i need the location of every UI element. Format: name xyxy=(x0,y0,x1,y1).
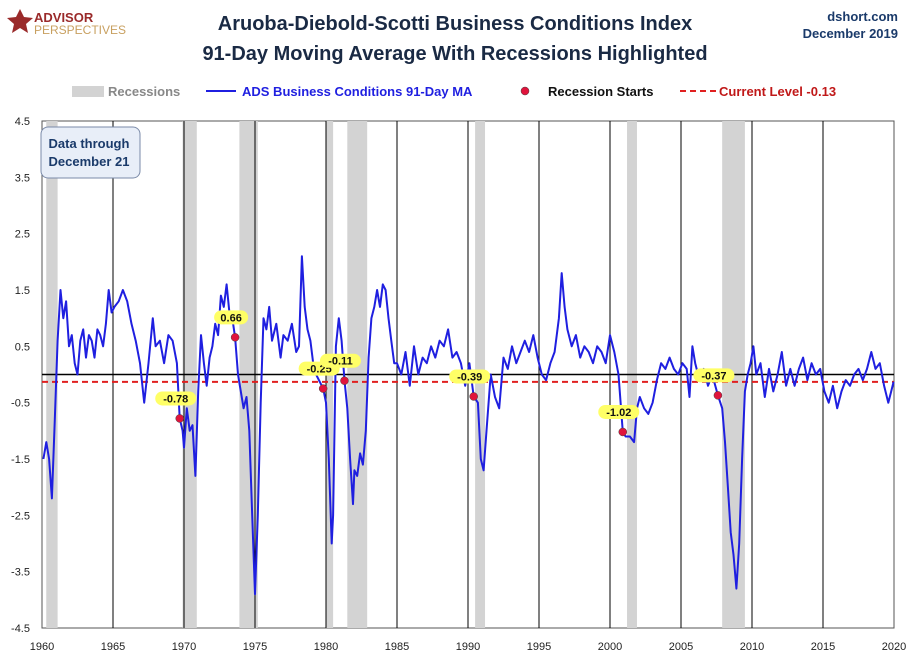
legend-starts-label: Recession Starts xyxy=(548,84,654,99)
recession-start-marker xyxy=(230,333,240,342)
recession-start-marker xyxy=(318,384,328,393)
logo: ADVISOR PERSPECTIVES xyxy=(7,9,126,37)
y-tick-label: -3.5 xyxy=(11,567,30,579)
recession-start-marker xyxy=(340,376,349,385)
x-tick-label: 1990 xyxy=(456,641,480,653)
y-tick-label: 1.5 xyxy=(15,285,30,297)
y-tick-label: 0.5 xyxy=(15,341,30,353)
y-tick-label: -4.5 xyxy=(11,623,30,635)
logo-line2: PERSPECTIVES xyxy=(34,23,126,37)
recession-start-marker xyxy=(175,414,184,423)
chart-subtitle: 91-Day Moving Average With Recessions Hi… xyxy=(202,43,707,65)
logo-line1: ADVISOR xyxy=(34,10,94,25)
recession-start-label: -0.37 xyxy=(701,370,726,382)
recession-start-label-bg xyxy=(598,404,640,419)
chart-date: December 2019 xyxy=(803,26,898,41)
x-tick-label: 1980 xyxy=(314,641,338,653)
data-through-box: Data through December 21 xyxy=(40,126,141,179)
recession-start-label: -1.02 xyxy=(606,407,631,419)
x-tick-label: 1965 xyxy=(101,641,125,653)
y-axis-ticks: 4.5 3.5 2.5 1.5 0.5 -0.5 -1.5 -2.5 -3.5 -4.5 xyxy=(11,116,30,635)
recession-start-marker xyxy=(713,391,723,400)
x-axis-ticks: 1960 1965 1970 1975 1980 1985 1990 1995 2000 2005… xyxy=(30,641,906,653)
x-tick-label: 1995 xyxy=(527,641,551,653)
y-tick-label: 4.5 xyxy=(15,116,30,128)
x-tick-label: 2000 xyxy=(598,641,622,653)
y-tick-label: -0.5 xyxy=(11,398,30,410)
data-through-line2: December 21 xyxy=(49,154,130,169)
logo-star-icon xyxy=(7,9,33,33)
data-through-line1: Data through xyxy=(49,136,130,151)
recession-start-label-bg xyxy=(319,353,361,368)
legend-current-label: Current Level -0.13 xyxy=(719,84,836,99)
x-tick-label: 2005 xyxy=(669,641,693,653)
recession-start-label: 0.66 xyxy=(220,312,241,324)
recession-start-label-bg xyxy=(693,368,735,383)
recession-start-label: -0.78 xyxy=(163,393,188,405)
series-layer xyxy=(42,255,895,596)
recession-start-label-bg xyxy=(449,369,491,384)
legend-series-label: ADS Business Conditions 91-Day MA xyxy=(242,84,473,99)
site-name: dshort.com xyxy=(827,9,898,24)
legend-recessions-label: Recessions xyxy=(108,84,180,99)
data-through-box-bg xyxy=(40,126,141,179)
x-tick-label: 1985 xyxy=(385,641,409,653)
series-line-0 xyxy=(42,255,895,596)
y-tick-label: -1.5 xyxy=(11,454,30,466)
x-tick-label: 1975 xyxy=(243,641,267,653)
recession-start-marker xyxy=(618,427,628,437)
x-tick-label: 1960 xyxy=(30,641,54,653)
y-tick-label: 2.5 xyxy=(15,229,30,241)
x-tick-label: 2020 xyxy=(882,641,906,653)
y-tick-label: -2.5 xyxy=(11,510,30,522)
recession-start-markers: -0.780.66-0.25-0.11-0.39-1.02-0.37 xyxy=(155,310,735,437)
recession-start-marker xyxy=(469,392,478,401)
recession-start-label-bg xyxy=(214,310,249,325)
recession-start-label-bg xyxy=(155,391,197,406)
x-tick-label: 2015 xyxy=(811,641,835,653)
x-tick-label: 1970 xyxy=(172,641,196,653)
recession-start-label: -0.39 xyxy=(457,371,482,383)
y-tick-label: 3.5 xyxy=(15,172,30,184)
x-tick-label: 2010 xyxy=(740,641,764,653)
chart-title: Aruoba-Diebold-Scotti Business Condition… xyxy=(218,13,692,35)
legend-recessions-swatch xyxy=(72,86,104,97)
recession-start-label: -0.11 xyxy=(328,356,352,368)
legend-starts-swatch xyxy=(520,86,530,96)
legend: Recessions ADS Business Conditions 91-Da… xyxy=(72,84,836,99)
